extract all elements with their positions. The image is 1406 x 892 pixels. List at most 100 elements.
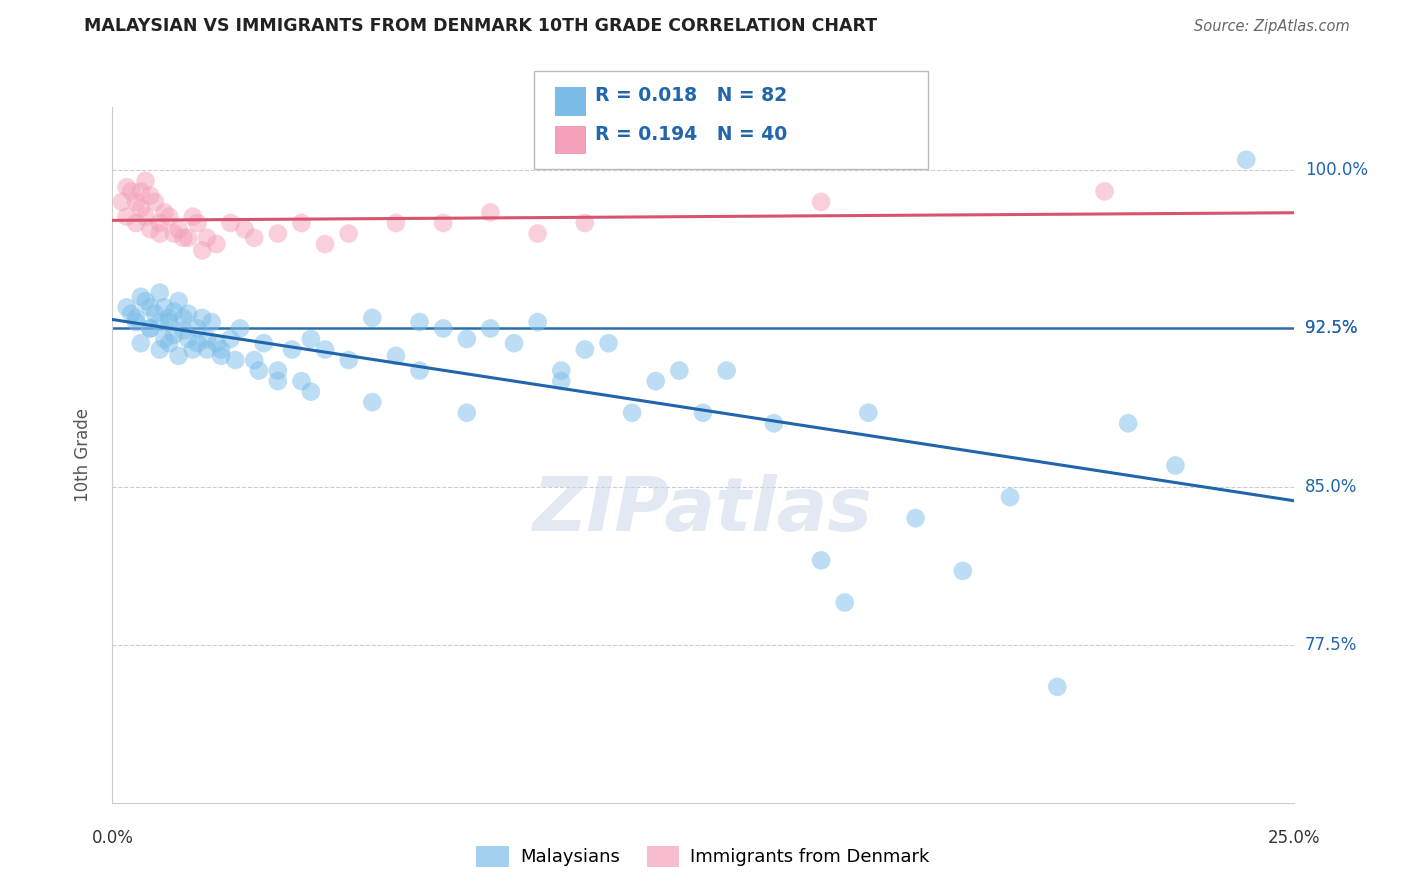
- Point: [644, 374, 666, 388]
- Point: [621, 406, 644, 420]
- Point: [195, 332, 218, 346]
- Point: [139, 301, 162, 315]
- Point: [139, 321, 162, 335]
- Point: [432, 216, 454, 230]
- Point: [186, 321, 208, 335]
- Point: [233, 222, 256, 236]
- Point: [201, 315, 224, 329]
- Point: [408, 363, 430, 377]
- Point: [247, 363, 270, 377]
- Point: [762, 417, 785, 431]
- Point: [1164, 458, 1187, 473]
- Point: [115, 301, 138, 315]
- Point: [167, 222, 190, 236]
- Point: [157, 310, 180, 325]
- Text: R = 0.018   N = 82: R = 0.018 N = 82: [595, 86, 787, 104]
- Point: [243, 353, 266, 368]
- Point: [125, 216, 148, 230]
- Point: [299, 332, 322, 346]
- Text: 100.0%: 100.0%: [1305, 161, 1368, 179]
- Point: [115, 210, 138, 224]
- Point: [120, 307, 142, 321]
- Point: [149, 227, 172, 241]
- Point: [810, 553, 832, 567]
- Point: [186, 336, 208, 351]
- Point: [224, 353, 246, 368]
- Point: [219, 332, 242, 346]
- Point: [195, 343, 218, 357]
- Point: [205, 336, 228, 351]
- Point: [574, 343, 596, 357]
- Point: [209, 349, 232, 363]
- Point: [253, 336, 276, 351]
- Text: R = 0.194   N = 40: R = 0.194 N = 40: [595, 125, 787, 144]
- Point: [172, 310, 194, 325]
- Y-axis label: 10th Grade: 10th Grade: [73, 408, 91, 502]
- Point: [299, 384, 322, 399]
- Point: [385, 349, 408, 363]
- Point: [120, 185, 142, 199]
- Point: [479, 321, 502, 335]
- Point: [163, 304, 186, 318]
- Point: [361, 310, 384, 325]
- Point: [139, 321, 162, 335]
- Point: [314, 237, 336, 252]
- Point: [153, 301, 176, 315]
- Point: [125, 194, 148, 209]
- Text: 85.0%: 85.0%: [1305, 477, 1357, 496]
- Point: [139, 222, 162, 236]
- Point: [157, 315, 180, 329]
- Text: ZIPatlas: ZIPatlas: [533, 474, 873, 547]
- Text: 25.0%: 25.0%: [1267, 829, 1320, 847]
- Point: [186, 216, 208, 230]
- Legend: Malaysians, Immigrants from Denmark: Malaysians, Immigrants from Denmark: [470, 838, 936, 874]
- Point: [157, 210, 180, 224]
- Point: [149, 315, 172, 329]
- Point: [290, 216, 312, 230]
- Point: [125, 315, 148, 329]
- Point: [456, 406, 478, 420]
- Point: [337, 227, 360, 241]
- Point: [267, 227, 290, 241]
- Point: [385, 216, 408, 230]
- Point: [1094, 185, 1116, 199]
- Point: [574, 216, 596, 230]
- Point: [337, 353, 360, 368]
- Point: [135, 293, 157, 308]
- Point: [904, 511, 927, 525]
- Point: [456, 332, 478, 346]
- Text: 92.5%: 92.5%: [1305, 319, 1357, 337]
- Point: [229, 321, 252, 335]
- Point: [692, 406, 714, 420]
- Point: [125, 310, 148, 325]
- Point: [267, 363, 290, 377]
- Point: [1046, 680, 1069, 694]
- Point: [314, 343, 336, 357]
- Point: [550, 374, 572, 388]
- Point: [167, 293, 190, 308]
- Text: 77.5%: 77.5%: [1305, 636, 1357, 654]
- Point: [167, 349, 190, 363]
- Point: [432, 321, 454, 335]
- Point: [157, 336, 180, 351]
- Point: [111, 194, 134, 209]
- Text: Source: ZipAtlas.com: Source: ZipAtlas.com: [1194, 20, 1350, 34]
- Point: [408, 315, 430, 329]
- Point: [205, 237, 228, 252]
- Point: [526, 227, 548, 241]
- Point: [163, 227, 186, 241]
- Text: MALAYSIAN VS IMMIGRANTS FROM DENMARK 10TH GRADE CORRELATION CHART: MALAYSIAN VS IMMIGRANTS FROM DENMARK 10T…: [84, 17, 877, 35]
- Point: [191, 244, 214, 258]
- Point: [834, 595, 856, 609]
- Point: [153, 332, 176, 346]
- Point: [598, 336, 620, 351]
- Point: [177, 332, 200, 346]
- Point: [135, 210, 157, 224]
- Point: [181, 343, 204, 357]
- Point: [129, 201, 152, 215]
- Point: [1116, 417, 1139, 431]
- Point: [149, 343, 172, 357]
- Text: 92.5%: 92.5%: [1305, 319, 1357, 337]
- Point: [998, 490, 1021, 504]
- Point: [177, 231, 200, 245]
